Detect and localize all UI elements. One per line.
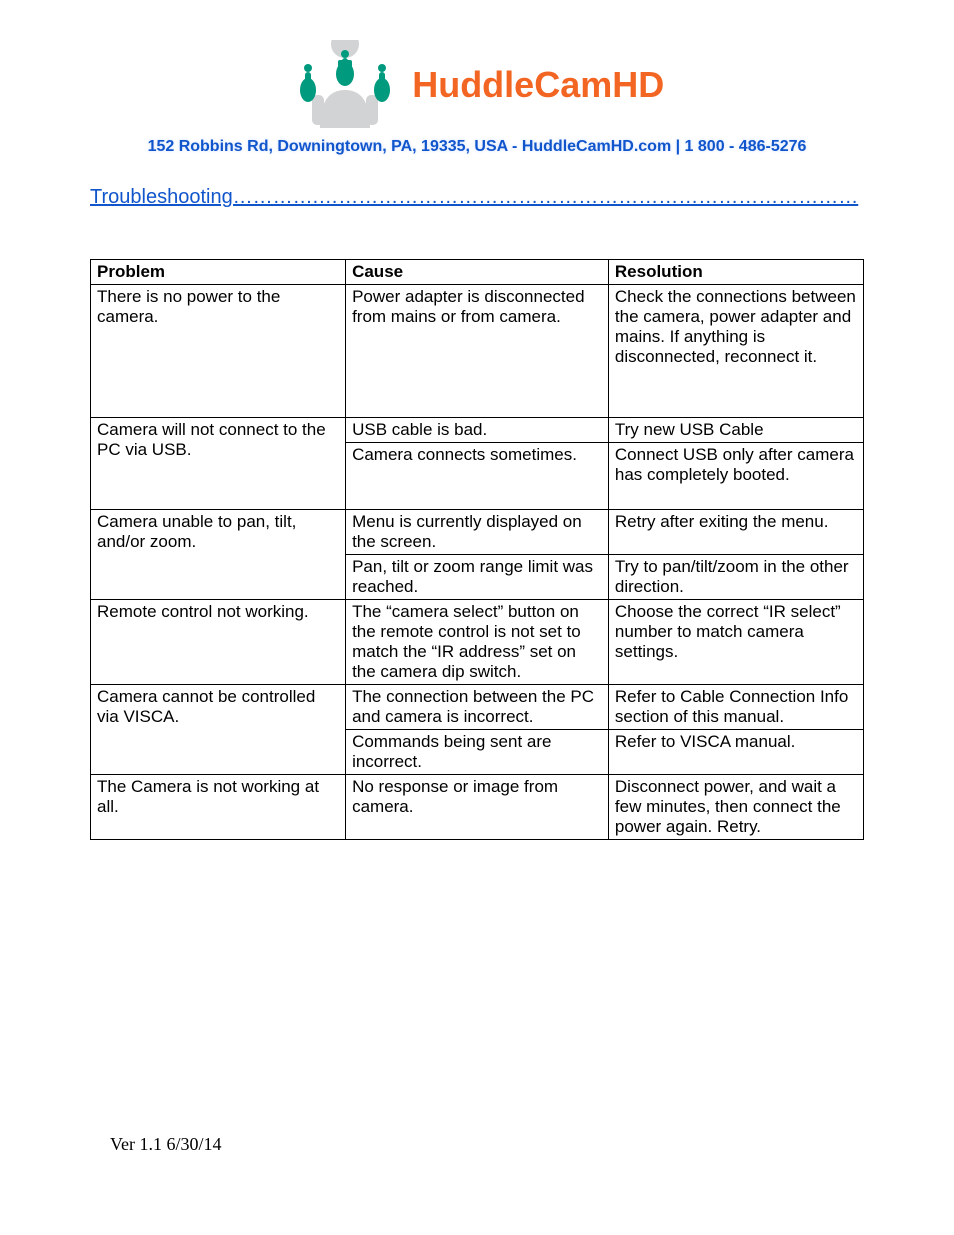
table-row: The Camera is not working at all.No resp… (91, 775, 864, 840)
resolution-cell: Refer to Cable Connection Info section o… (608, 685, 863, 730)
table-row: Camera cannot be controlled via VISCA.Th… (91, 685, 864, 730)
cause-cell: Menu is currently displayed on the scree… (346, 510, 609, 555)
cause-cell: USB cable is bad. (346, 418, 609, 443)
resolution-cell: Connect USB only after camera has comple… (608, 443, 863, 510)
cause-cell: The “camera select” button on the remote… (346, 600, 609, 685)
table-body: There is no power to the camera.Power ad… (91, 285, 864, 840)
problem-cell: Camera cannot be controlled via VISCA. (91, 685, 346, 775)
resolution-cell: Try new USB Cable (608, 418, 863, 443)
table-row: Camera unable to pan, tilt, and/or zoom.… (91, 510, 864, 555)
table-row: There is no power to the camera.Power ad… (91, 285, 864, 418)
version-footer: Ver 1.1 6/30/14 (110, 1134, 222, 1155)
col-resolution-header: Resolution (608, 260, 863, 285)
col-problem-header: Problem (91, 260, 346, 285)
address-line: 152 Robbins Rd, Downingtown, PA, 19335, … (90, 138, 864, 156)
troubleshooting-table: Problem Cause Resolution There is no pow… (90, 259, 864, 840)
resolution-cell: Refer to VISCA manual. (608, 730, 863, 775)
brand-name: HuddleCamHD (412, 64, 664, 106)
resolution-cell: Disconnect power, and wait a few minutes… (608, 775, 863, 840)
cause-cell: No response or image from camera. (346, 775, 609, 840)
table-row: Camera will not connect to the PC via US… (91, 418, 864, 443)
table-row: Remote control not working.The “camera s… (91, 600, 864, 685)
resolution-cell: Retry after exiting the menu. (608, 510, 863, 555)
table-header-row: Problem Cause Resolution (91, 260, 864, 285)
cause-cell: Commands being sent are incorrect. (346, 730, 609, 775)
cause-cell: Power adapter is disconnected from mains… (346, 285, 609, 418)
resolution-cell: Choose the correct “IR select” number to… (608, 600, 863, 685)
huddle-logo-icon (290, 40, 400, 130)
problem-cell: Camera unable to pan, tilt, and/or zoom. (91, 510, 346, 600)
problem-cell: The Camera is not working at all. (91, 775, 346, 840)
document-page: HuddleCamHD 152 Robbins Rd, Downingtown,… (0, 0, 954, 1235)
section-title: Troubleshooting………….……………………………………………………… (90, 186, 864, 209)
col-cause-header: Cause (346, 260, 609, 285)
cause-cell: Camera connects sometimes. (346, 443, 609, 510)
cause-cell: Pan, tilt or zoom range limit was reache… (346, 555, 609, 600)
problem-cell: Camera will not connect to the PC via US… (91, 418, 346, 510)
problem-cell: There is no power to the camera. (91, 285, 346, 418)
resolution-cell: Try to pan/tilt/zoom in the other direct… (608, 555, 863, 600)
cause-cell: The connection between the PC and camera… (346, 685, 609, 730)
problem-cell: Remote control not working. (91, 600, 346, 685)
resolution-cell: Check the connections between the camera… (608, 285, 863, 418)
logo-header: HuddleCamHD (90, 40, 864, 130)
